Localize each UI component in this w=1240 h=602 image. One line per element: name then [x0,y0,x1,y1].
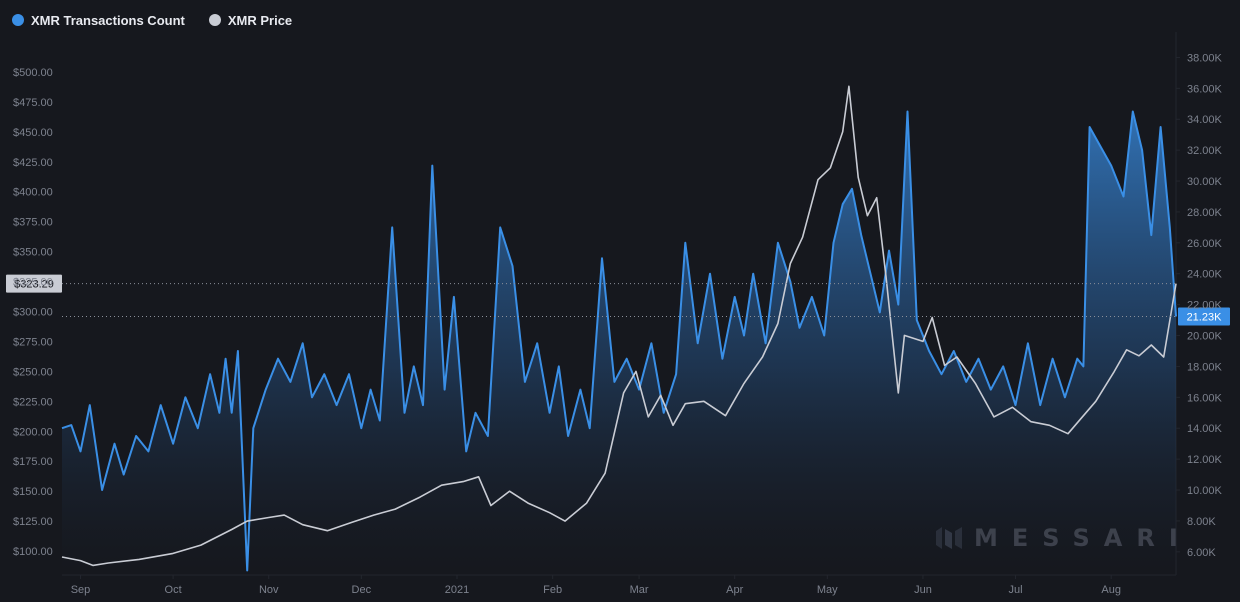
right-axis-tick-label: 36.00K [1187,83,1223,95]
transactions-area-layer [61,110,1177,575]
x-axis-tick-label: Sep [71,584,91,596]
right-axis-tick-label: 28.00K [1187,207,1223,219]
legend-label-transactions: XMR Transactions Count [31,12,185,28]
left-axis: $100.00 $125.00 $150.00 $175.00 $200.00 $225.… [13,67,53,558]
legend-item-transactions[interactable]: XMR Transactions Count [12,13,185,28]
transactions-area-fill [62,111,1176,575]
price-value-badge [6,274,62,293]
left-axis-tick-label: $275.00 [13,336,53,348]
crosshair: $323.29 21.23K [6,274,1230,326]
left-axis-tick-label: $375.00 [13,217,53,229]
left-axis-tick-label: $500.00 [13,67,53,79]
right-axis-tick-label: 14.00K [1187,423,1223,435]
x-axis-tick-label: May [817,584,838,596]
transactions-series-line [61,110,1177,572]
left-axis-tick-label: $125.00 [13,516,53,528]
right-axis-tick-label: 18.00K [1187,361,1223,373]
x-axis-tick-label: Jul [1009,584,1023,596]
x-axis-tick-label: Feb [543,584,562,596]
right-axis-tick-label: 32.00K [1187,145,1223,157]
right-axis-tick-label: 6.00K [1187,547,1216,559]
right-axis-tick-label: 24.00K [1187,269,1223,281]
x-axis-tick-label: Apr [726,584,743,596]
legend: XMR Transactions Count XMR Price [12,10,292,30]
x-axis: Sep Oct Nov Dec 2021 Feb Mar Apr May Jun Jul Aug [71,575,1121,596]
legend-item-price[interactable]: XMR Price [208,12,293,28]
legend-label-price: XMR Price [227,12,293,28]
right-axis-tick-label: 10.00K [1187,485,1223,497]
right-axis-tick-label: 30.00K [1187,176,1223,188]
price-series-line [61,85,1177,567]
right-axis-tick-label: 26.00K [1187,238,1223,250]
left-axis-tick-label: $225.00 [13,396,53,408]
count-value-badge [1178,307,1230,326]
count-value-label: 21.23K [1187,312,1223,324]
x-axis-tick-label: Jun [914,584,932,596]
legend-dot-transactions [12,14,24,26]
legend-dot-price [208,14,221,26]
watermark-text: MESSARI [974,524,1192,552]
left-axis-tick-label: $250.00 [13,366,53,378]
left-axis-tick-label: $400.00 [13,187,53,199]
left-axis-tick-label: $200.00 [13,426,53,438]
right-axis-tick-label: 20.00K [1187,331,1223,343]
x-axis-tick-label: Oct [165,584,182,596]
price-value-label: $323.29 [14,279,54,291]
left-axis-tick-label: $100.00 [13,546,53,558]
right-axis-tick-label: 16.00K [1187,392,1223,404]
left-axis-tick-label: $475.00 [13,97,53,109]
right-axis-tick-label: 12.00K [1187,454,1223,466]
right-axis-tick-label: 8.00K [1187,516,1216,528]
left-axis-tick-label: $325.00 [13,277,53,289]
left-axis-tick-label: $175.00 [13,456,53,468]
price-line-layer [61,85,1177,567]
x-axis-tick-label: Nov [259,584,279,596]
right-axis: 6.00K 8.00K 10.00K 12.00K 14.00K 16.00K 18.00K… [1176,52,1223,559]
left-axis-tick-label: $450.00 [13,127,53,139]
messari-watermark: MESSARI [936,524,1192,552]
left-axis-tick-label: $350.00 [13,247,53,259]
left-axis-tick-label: $425.00 [13,157,53,169]
left-axis-tick-label: $300.00 [13,306,53,318]
x-axis-tick-label: Mar [630,584,649,596]
right-axis-tick-label: 22.00K [1187,300,1223,312]
left-axis-tick-label: $150.00 [13,486,53,498]
messari-logo-icon [936,527,962,549]
x-axis-tick-label: 2021 [445,584,469,596]
x-axis-tick-label: Aug [1101,584,1121,596]
right-axis-tick-label: 34.00K [1187,114,1223,126]
x-axis-tick-label: Dec [352,584,372,596]
right-axis-tick-label: 38.00K [1187,52,1223,64]
